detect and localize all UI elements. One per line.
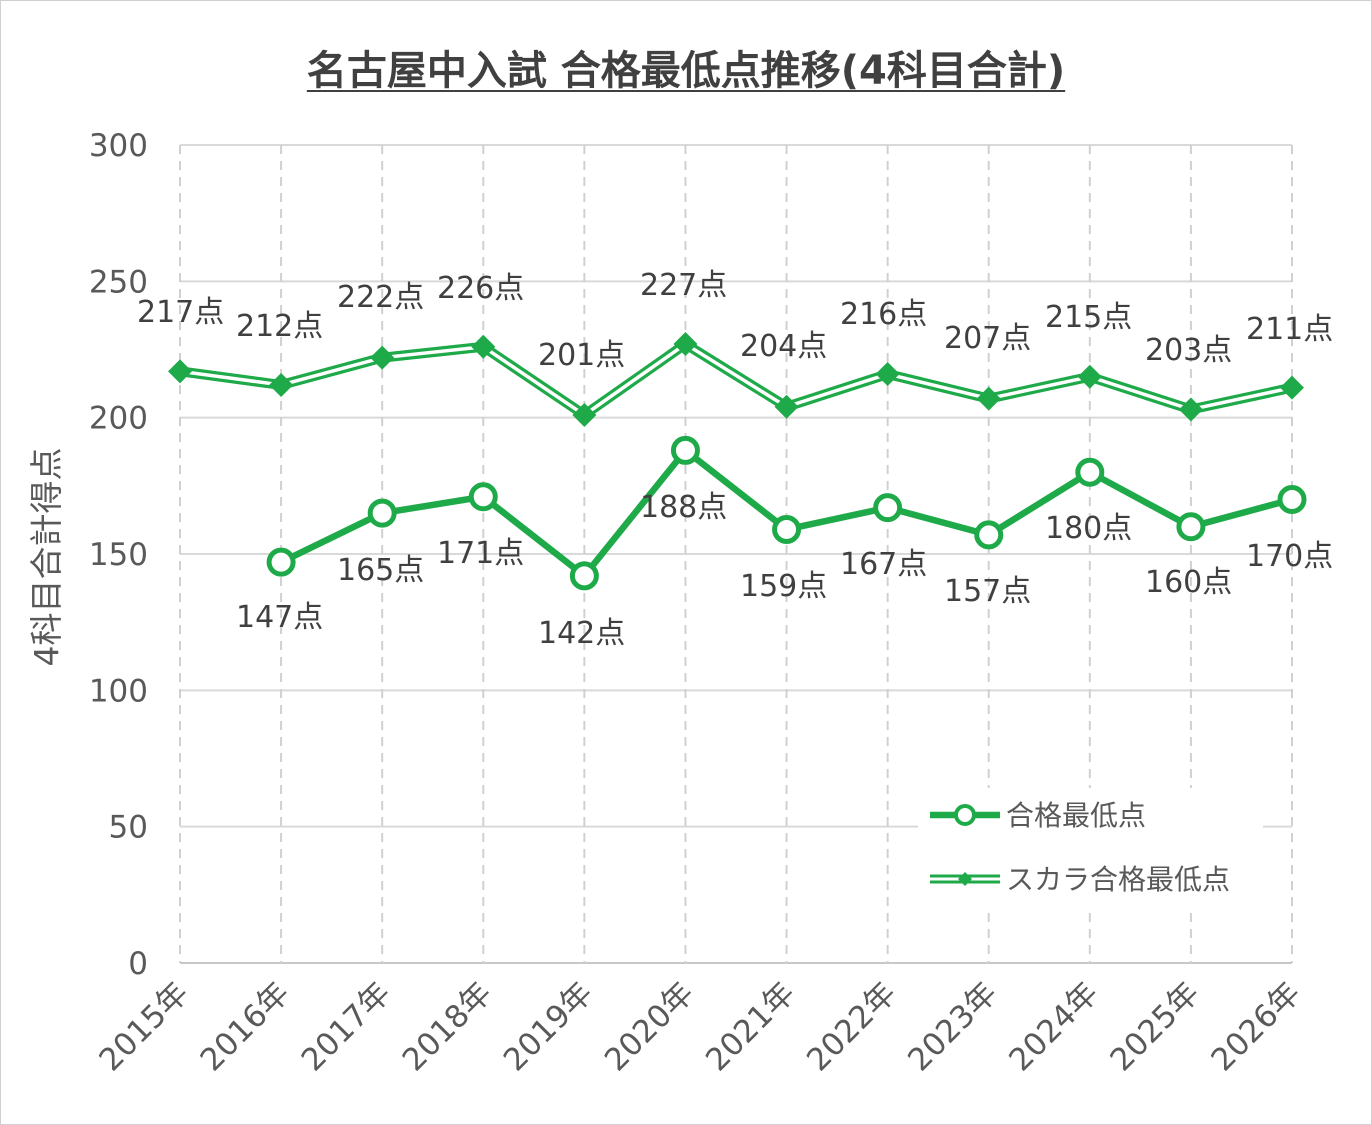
y-axis-ticks: 0 50 100 150 200 250 300 xyxy=(89,128,148,982)
marker-minimum xyxy=(266,547,296,577)
marker-minimum xyxy=(569,561,599,591)
marker-minimum xyxy=(772,514,802,544)
series-line-scala-inner xyxy=(179,341,1293,418)
legend-box xyxy=(918,788,1263,908)
marker-minimum xyxy=(1277,484,1307,514)
data-label-scala: 204点 xyxy=(740,329,827,364)
marker-minimum xyxy=(974,520,1004,550)
y-tick-label: 0 xyxy=(128,946,148,982)
data-label-minimum: 160点 xyxy=(1145,565,1232,600)
marker-minimum xyxy=(1075,457,1105,487)
data-label-scala: 222点 xyxy=(337,280,424,315)
marker-scala xyxy=(572,402,597,427)
series-group xyxy=(168,332,1307,591)
x-tick-label: 2021年 xyxy=(699,975,802,1078)
x-tick-label: 2026年 xyxy=(1204,975,1307,1078)
x-tick-label: 2019年 xyxy=(497,975,600,1078)
data-label-scala: 212点 xyxy=(236,309,323,344)
data-label-scala: 201点 xyxy=(538,338,625,373)
chart-title-text: 名古屋中入試 合格最低点推移(4科目合計) xyxy=(306,48,1066,94)
data-label-scala: 211点 xyxy=(1246,312,1333,347)
data-label-minimum: 167点 xyxy=(840,547,927,582)
y-tick-label: 100 xyxy=(89,673,148,709)
series-line-scala xyxy=(179,338,1294,422)
marker-scala xyxy=(673,332,698,357)
marker-scala xyxy=(168,359,192,384)
marker-scala xyxy=(976,386,1001,411)
data-label-scala: 217点 xyxy=(137,295,224,330)
legend-marker-scala xyxy=(958,872,972,886)
data-label-minimum: 157点 xyxy=(944,574,1031,609)
marker-minimum xyxy=(1176,512,1206,542)
data-labels: 217点 212点 222点 226点 201点 227点 204点 216点 207点 215点… xyxy=(137,268,1333,651)
data-label-minimum: 147点 xyxy=(236,600,323,635)
y-axis-label: 4科目合計得点 xyxy=(27,448,66,667)
marker-scala xyxy=(875,362,900,387)
x-tick-label: 2015年 xyxy=(92,975,195,1078)
marker-scala xyxy=(471,334,496,359)
marker-minimum xyxy=(873,493,903,523)
x-tick-label: 2023年 xyxy=(901,975,1004,1078)
marker-scala xyxy=(1077,364,1102,389)
marker-scala xyxy=(370,345,395,370)
marker-minimum xyxy=(468,482,498,512)
data-label-minimum: 170点 xyxy=(1246,539,1333,574)
y-tick-label: 250 xyxy=(89,264,148,300)
marker-scala xyxy=(269,372,294,397)
x-axis-ticks: 2015年2016年2017年2018年2019年2020年2021年2022年… xyxy=(92,975,1307,1078)
data-label-minimum: 180点 xyxy=(1045,511,1132,546)
data-label-minimum: 171点 xyxy=(437,536,524,571)
data-label-scala: 216点 xyxy=(840,297,927,332)
legend-label-minimum: 合格最低点 xyxy=(1006,799,1146,832)
data-label-minimum: 159点 xyxy=(740,569,827,604)
y-tick-label: 200 xyxy=(89,401,148,437)
y-tick-label: 300 xyxy=(89,128,148,164)
x-tick-label: 2020年 xyxy=(598,975,701,1078)
data-label-scala: 203点 xyxy=(1145,333,1232,368)
x-tick-label: 2024年 xyxy=(1002,975,1105,1078)
marker-scala xyxy=(1178,397,1203,422)
legend-marker-minimum xyxy=(954,804,976,826)
marker-minimum xyxy=(670,435,700,465)
x-tick-label: 2025年 xyxy=(1103,975,1206,1078)
data-label-scala: 207点 xyxy=(944,321,1031,356)
data-label-minimum: 142点 xyxy=(538,616,625,651)
x-tick-label: 2022年 xyxy=(800,975,903,1078)
data-label-scala: 215点 xyxy=(1045,300,1132,335)
x-tick-label: 2018年 xyxy=(396,975,499,1078)
legend-label-scala: スカラ合格最低点 xyxy=(1006,863,1230,896)
y-tick-label: 50 xyxy=(109,810,148,846)
y-tick-label: 150 xyxy=(89,537,148,573)
x-tick-label: 2016年 xyxy=(194,975,297,1078)
data-label-scala: 226点 xyxy=(437,271,524,306)
gridlines xyxy=(179,144,1293,964)
marker-minimum xyxy=(367,498,397,528)
marker-scala xyxy=(1280,375,1304,400)
chart-title: 名古屋中入試 合格最低点推移(4科目合計) xyxy=(0,38,1372,96)
data-label-scala: 227点 xyxy=(640,268,727,303)
x-tick-label: 2017年 xyxy=(295,975,398,1078)
marker-scala xyxy=(774,394,799,419)
data-label-minimum: 165点 xyxy=(337,553,424,588)
data-label-minimum: 188点 xyxy=(640,490,727,525)
